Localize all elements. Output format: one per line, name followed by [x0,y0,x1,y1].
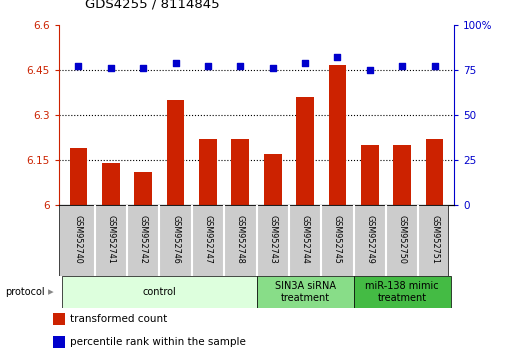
Text: GSM952749: GSM952749 [365,215,374,264]
Point [430,63,439,69]
Point [301,60,309,65]
Bar [199,139,217,205]
Bar [53,336,65,348]
Text: GSM952740: GSM952740 [74,215,83,264]
Point [398,63,406,69]
Bar [328,65,346,205]
Text: GSM952742: GSM952742 [139,215,148,264]
Bar [62,276,256,308]
Text: GSM952741: GSM952741 [106,215,115,264]
Point [107,65,115,71]
Text: GSM952748: GSM952748 [236,215,245,264]
Text: GSM952745: GSM952745 [333,215,342,264]
Bar [353,276,451,308]
Bar [264,154,282,205]
Bar [102,163,120,205]
Text: percentile rank within the sample: percentile rank within the sample [70,337,246,347]
Bar [296,97,314,205]
Text: SIN3A siRNA
treatment: SIN3A siRNA treatment [274,281,336,303]
Point [139,65,147,71]
Bar [134,172,152,205]
Bar [70,148,87,205]
Point [269,65,277,71]
Text: transformed count: transformed count [70,314,168,324]
Bar [167,100,185,205]
Text: GDS4255 / 8114845: GDS4255 / 8114845 [85,0,219,11]
Text: GSM952750: GSM952750 [398,215,407,264]
Bar [426,139,443,205]
Text: miR-138 mimic
treatment: miR-138 mimic treatment [365,281,439,303]
Bar [361,145,379,205]
Bar [231,139,249,205]
Point [171,60,180,65]
Point [204,63,212,69]
Point [333,55,342,60]
Text: GSM952743: GSM952743 [268,215,277,264]
Bar [393,145,411,205]
Text: GSM952746: GSM952746 [171,215,180,264]
Text: GSM952744: GSM952744 [301,215,309,264]
Point [366,67,374,73]
Point [236,63,244,69]
Bar [256,276,353,308]
Text: control: control [143,287,176,297]
Text: GSM952747: GSM952747 [204,215,212,264]
Text: protocol: protocol [5,287,45,297]
Text: GSM952751: GSM952751 [430,215,439,264]
Point [74,63,83,69]
Bar [53,313,65,325]
